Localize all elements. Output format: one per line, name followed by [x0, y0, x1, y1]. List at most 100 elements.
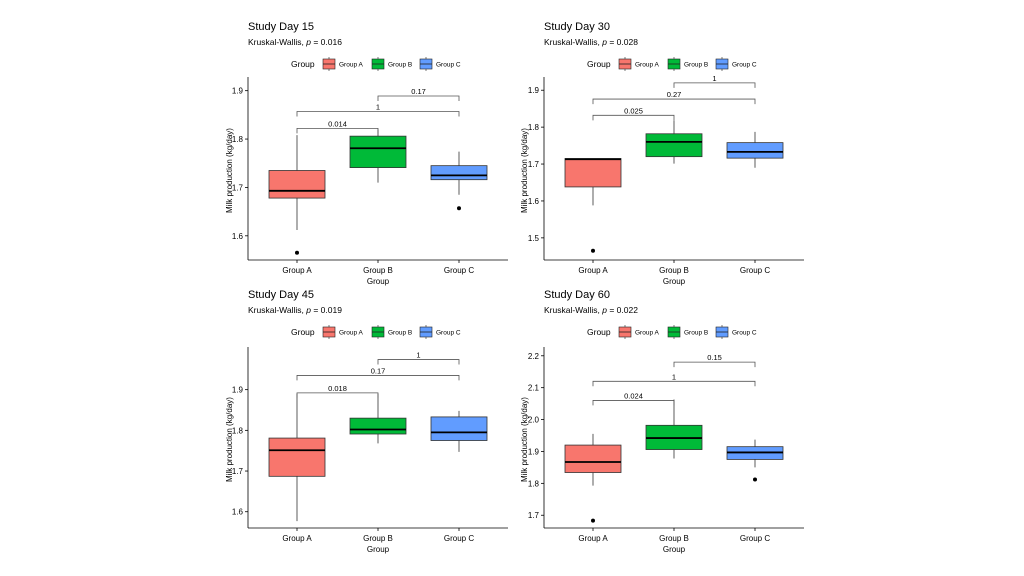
box-group-1 [268, 135, 326, 255]
chart-title: Study Day 15 [248, 21, 314, 33]
y-tick-label: 1.9 [528, 86, 540, 95]
comparison-bracket: 0.024 [592, 391, 675, 406]
subtitle-value: = 0.028 [607, 37, 638, 47]
chart-panel: Study Day 45 Kruskal-Wallis, p = 0.019 Gro… [225, 289, 508, 554]
subtitle-value: = 0.019 [311, 305, 342, 315]
y-axis-title: Milk production (kg/day) [520, 397, 529, 482]
subtitle-value: = 0.016 [311, 37, 342, 47]
y-tick-label: 1.5 [528, 234, 540, 243]
legend-label: Group A [635, 62, 660, 69]
chart-subtitle: Kruskal-Wallis, p = 0.028 [544, 37, 638, 47]
box [645, 133, 703, 158]
subtitle-p: p [305, 37, 311, 47]
bracket-line [592, 98, 756, 105]
x-tick-label: Group B [363, 266, 393, 275]
comparison-bracket: 0.15 [673, 353, 756, 368]
y-tick-label: 1.6 [528, 197, 540, 206]
p-value-label: 1 [416, 351, 420, 360]
y-axis-title: Milk production (kg/day) [225, 128, 234, 213]
legend: Group Group A Group B Group C [291, 325, 461, 339]
p-value-label: 0.014 [328, 119, 347, 128]
legend-label: Group B [684, 330, 708, 337]
box [268, 170, 326, 199]
box-group-3 [726, 131, 784, 168]
p-value-label: 0.15 [707, 353, 722, 362]
bracket-line [377, 359, 460, 365]
outlier-point [591, 248, 595, 253]
y-tick-label: 1.8 [528, 479, 540, 488]
box [430, 416, 488, 441]
p-value-label: 0.17 [371, 366, 386, 375]
legend-label: Group C [436, 62, 461, 69]
p-value-label: 0.018 [328, 384, 347, 393]
legend: Group Group A Group B Group C [587, 325, 757, 339]
legend-label: Group A [339, 62, 364, 69]
bracket-line [673, 361, 756, 368]
y-tick-label: 1.8 [528, 123, 540, 132]
box-group-1 [268, 393, 326, 522]
chart-subtitle: Kruskal-Wallis, p = 0.022 [544, 305, 638, 315]
bracket-line [377, 95, 460, 101]
legend-title: Group [587, 59, 611, 69]
y-tick-label: 2.0 [528, 416, 540, 425]
y-tick-label: 1.9 [232, 386, 244, 395]
p-value-label: 1 [712, 74, 716, 83]
outlier-point [295, 250, 299, 255]
box-group-1 [564, 433, 622, 523]
y-tick-label: 1.7 [528, 511, 540, 520]
x-tick-label: Group A [578, 266, 608, 275]
box [430, 165, 488, 181]
legend-title: Group [587, 327, 611, 337]
comparison-bracket: 0.17 [296, 366, 460, 381]
subtitle-prefix: Kruskal-Wallis, [248, 37, 306, 47]
box-group-1 [564, 158, 622, 253]
bracket-line [296, 392, 379, 398]
p-value-label: 1 [376, 102, 380, 111]
y-axis-title: Milk production (kg/day) [520, 128, 529, 213]
y-tick-label: 1.9 [528, 447, 540, 456]
x-axis-title: Group [663, 545, 686, 554]
subtitle-value: = 0.022 [607, 305, 638, 315]
chart-subtitle: Kruskal-Wallis, p = 0.016 [248, 37, 342, 47]
legend: Group Group A Group B Group C [291, 57, 461, 71]
legend-title: Group [291, 327, 315, 337]
comparison-bracket: 0.014 [296, 119, 379, 134]
box-group-3 [430, 151, 488, 211]
box-group-2 [645, 399, 703, 459]
chart-title: Study Day 45 [248, 289, 314, 301]
box [564, 158, 622, 188]
chart-subtitle: Kruskal-Wallis, p = 0.019 [248, 305, 342, 315]
box-group-3 [726, 439, 784, 482]
comparison-bracket: 0.27 [592, 90, 756, 105]
bracket-line [296, 375, 460, 381]
legend-label: Group A [635, 330, 660, 337]
outlier-point [457, 206, 461, 211]
chart-panel: Study Day 60 Kruskal-Wallis, p = 0.022 Gro… [520, 289, 804, 554]
subtitle-p: p [305, 305, 311, 315]
chart-title: Study Day 30 [544, 21, 610, 33]
p-value-label: 0.27 [667, 90, 682, 99]
legend: Group Group A Group B Group C [587, 57, 757, 71]
x-tick-label: Group C [740, 534, 770, 543]
y-tick-label: 1.7 [232, 467, 244, 476]
box [349, 135, 407, 168]
p-value-label: 0.024 [624, 391, 643, 400]
legend-label: Group A [339, 330, 364, 337]
box [564, 444, 622, 473]
x-tick-label: Group C [444, 266, 474, 275]
y-tick-label: 1.6 [232, 232, 244, 241]
subtitle-p: p [601, 305, 607, 315]
y-tick-label: 1.9 [232, 87, 244, 96]
box [349, 417, 407, 435]
y-tick-label: 1.8 [232, 135, 244, 144]
legend-label: Group C [732, 62, 757, 69]
chart-panel: Study Day 30 Kruskal-Wallis, p = 0.028 Gro… [520, 21, 804, 286]
chart-title: Study Day 60 [544, 289, 610, 301]
box [726, 142, 784, 159]
subtitle-prefix: Kruskal-Wallis, [544, 305, 602, 315]
p-value-label: 1 [672, 372, 676, 381]
x-tick-label: Group B [659, 266, 689, 275]
legend-label: Group B [388, 330, 412, 337]
y-tick-label: 2.1 [528, 384, 540, 393]
chart-panel: Study Day 15 Kruskal-Wallis, p = 0.016 Gro… [225, 21, 508, 286]
